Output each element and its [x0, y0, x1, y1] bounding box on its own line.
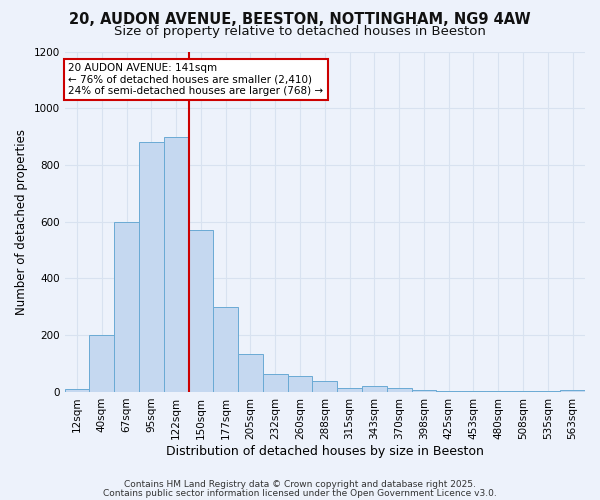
Bar	[412, 390, 436, 392]
Y-axis label: Number of detached properties: Number of detached properties	[15, 128, 28, 314]
Bar	[511, 390, 535, 392]
Text: Contains public sector information licensed under the Open Government Licence v3: Contains public sector information licen…	[103, 488, 497, 498]
X-axis label: Distribution of detached houses by size in Beeston: Distribution of detached houses by size …	[166, 444, 484, 458]
Bar	[287, 376, 313, 392]
Text: 20, AUDON AVENUE, BEESTON, NOTTINGHAM, NG9 4AW: 20, AUDON AVENUE, BEESTON, NOTTINGHAM, N…	[69, 12, 531, 28]
Text: Contains HM Land Registry data © Crown copyright and database right 2025.: Contains HM Land Registry data © Crown c…	[124, 480, 476, 489]
Bar	[114, 222, 139, 392]
Bar	[436, 390, 461, 392]
Text: Size of property relative to detached houses in Beeston: Size of property relative to detached ho…	[114, 25, 486, 38]
Bar	[387, 388, 412, 392]
Bar	[461, 391, 486, 392]
Bar	[139, 142, 164, 392]
Bar	[65, 389, 89, 392]
Bar	[362, 386, 387, 392]
Bar	[188, 230, 214, 392]
Text: 20 AUDON AVENUE: 141sqm
← 76% of detached houses are smaller (2,410)
24% of semi: 20 AUDON AVENUE: 141sqm ← 76% of detache…	[68, 63, 323, 96]
Bar	[337, 388, 362, 392]
Bar	[214, 307, 238, 392]
Bar	[238, 354, 263, 392]
Bar	[560, 390, 585, 392]
Bar	[263, 374, 287, 392]
Bar	[89, 335, 114, 392]
Bar	[164, 136, 188, 392]
Bar	[313, 380, 337, 392]
